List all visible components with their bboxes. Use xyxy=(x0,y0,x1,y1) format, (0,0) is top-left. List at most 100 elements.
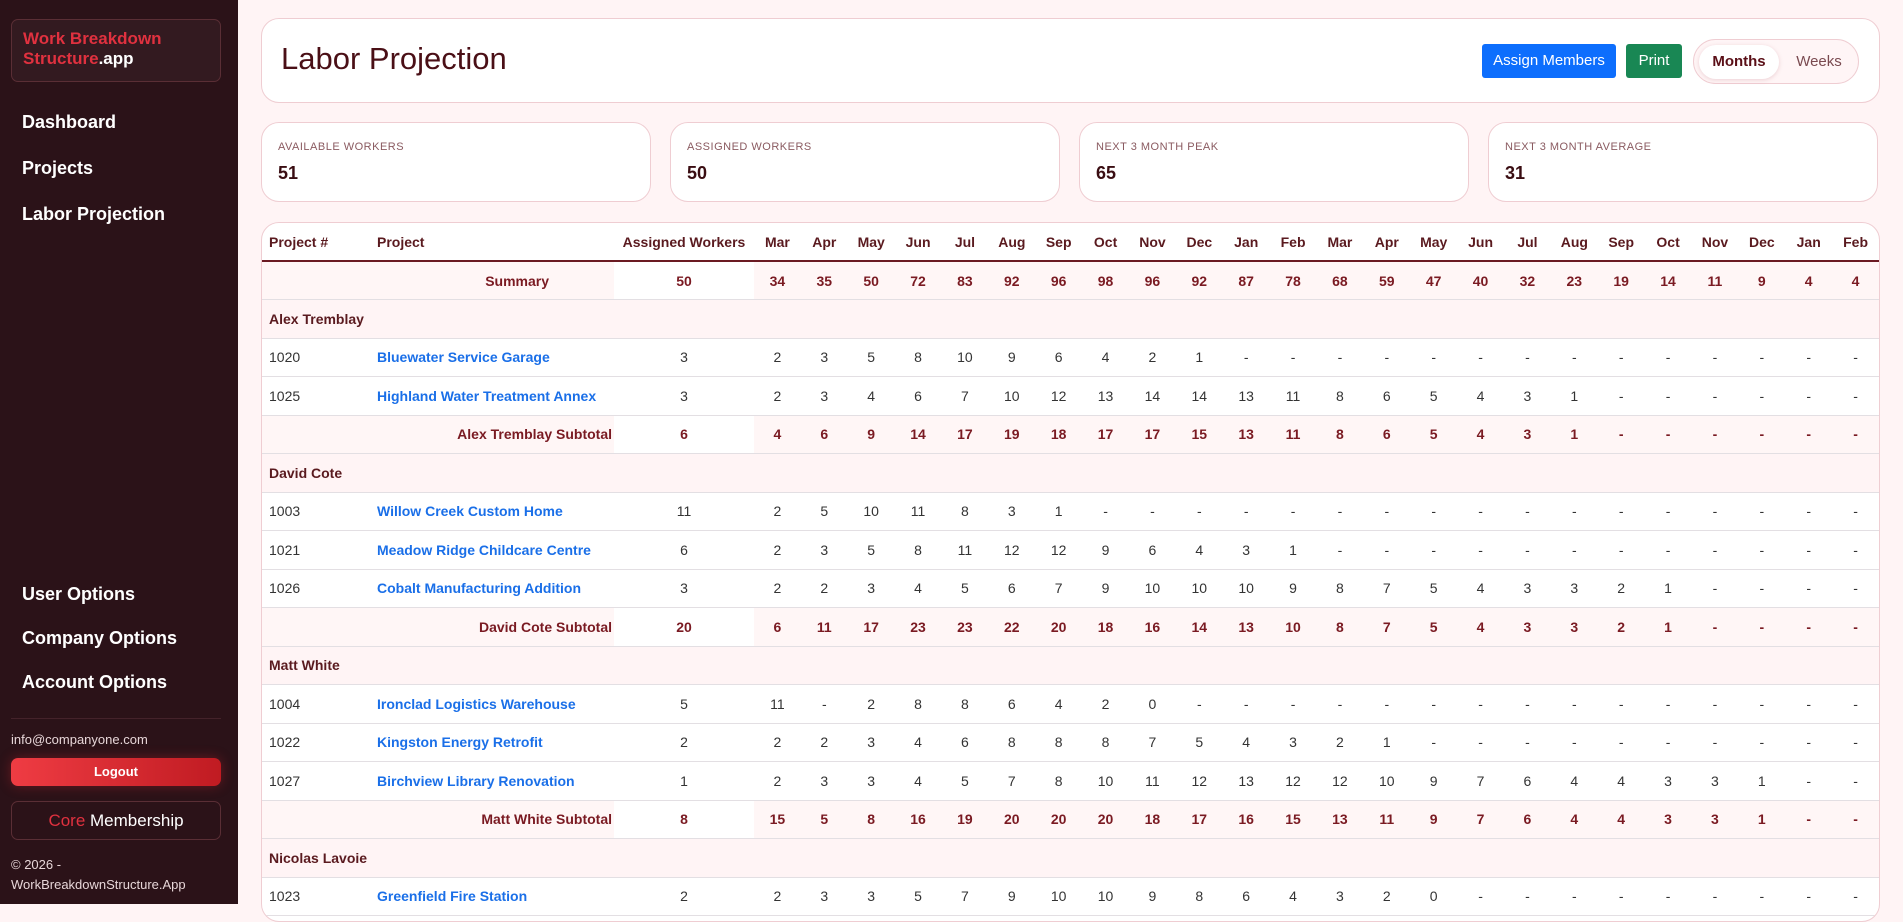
month-value: - xyxy=(1644,877,1692,916)
month-value: 8 xyxy=(1175,877,1223,916)
month-total: - xyxy=(1691,415,1739,454)
month-total: 96 xyxy=(1129,261,1176,300)
nav-user-options[interactable]: User Options xyxy=(22,584,136,604)
month-total: 4 xyxy=(1785,261,1833,300)
month-total: 32 xyxy=(1504,261,1551,300)
project-link[interactable]: Cobalt Manufacturing Addition xyxy=(370,569,614,608)
month-total: 50 xyxy=(847,261,895,300)
stat-card: NEXT 3 MONTH AVERAGE 31 xyxy=(1488,122,1878,202)
month-value: 2 xyxy=(754,569,801,608)
month-value: - xyxy=(1738,492,1786,531)
month-value: - xyxy=(1175,492,1223,531)
month-value: 8 xyxy=(941,492,989,531)
membership-button[interactable]: Core Membership xyxy=(11,801,221,840)
month-header: Oct xyxy=(1082,223,1129,262)
assigned-workers: 2 xyxy=(614,723,754,762)
month-value: - xyxy=(1504,877,1551,916)
assign-members-button[interactable]: Assign Members xyxy=(1482,44,1616,78)
project-link[interactable]: Kingston Energy Retrofit xyxy=(370,723,614,762)
month-value: 7 xyxy=(1035,569,1083,608)
month-value: - xyxy=(1832,530,1879,570)
project-row: 1020 Bluewater Service Garage 3 2 3 5 8 10 9 6 4 2 1… xyxy=(262,338,1879,377)
month-value: - xyxy=(1175,684,1223,724)
assigned-total: 50 xyxy=(614,261,754,300)
project-link[interactable]: Birchview Library Renovation xyxy=(370,761,614,801)
month-value: 2 xyxy=(800,723,848,762)
month-value: 9 xyxy=(988,338,1036,377)
month-total: 6 xyxy=(754,607,801,647)
month-value: - xyxy=(1832,877,1879,916)
column-header[interactable]: Project # xyxy=(262,223,370,262)
project-link[interactable]: Bluewater Service Garage xyxy=(370,338,614,377)
month-value: 5 xyxy=(1410,376,1458,416)
project-number: 1026 xyxy=(262,569,370,608)
month-value: 4 xyxy=(894,569,942,608)
logout-button[interactable]: Logout xyxy=(11,758,221,786)
project-row: 1026 Cobalt Manufacturing Addition 3 2 2 3 4 5 6… xyxy=(262,569,1879,608)
month-value: - xyxy=(1691,492,1739,531)
group-name: Nicolas Lavoie xyxy=(262,838,1879,878)
column-header[interactable]: Project xyxy=(370,223,614,262)
month-total: - xyxy=(1785,607,1833,647)
month-total: - xyxy=(1691,607,1739,647)
month-value: 3 xyxy=(1691,761,1739,801)
month-value: - xyxy=(1550,684,1598,724)
month-total: 17 xyxy=(1082,415,1129,454)
assigned-workers: 6 xyxy=(614,530,754,570)
nav-account-options[interactable]: Account Options xyxy=(22,672,167,692)
month-total: 9 xyxy=(1410,800,1458,839)
month-value: - xyxy=(1832,723,1879,762)
month-total: 40 xyxy=(1457,261,1504,300)
nav-dashboard[interactable]: Dashboard xyxy=(22,112,117,132)
month-value: - xyxy=(1269,684,1317,724)
assigned-total: 6 xyxy=(614,415,754,454)
month-value: 11 xyxy=(1129,761,1176,801)
project-number: 1025 xyxy=(262,376,370,416)
project-link[interactable]: Highland Water Treatment Annex xyxy=(370,376,614,416)
month-total: 3 xyxy=(1691,800,1739,839)
month-total: 8 xyxy=(1316,415,1364,454)
month-value: - xyxy=(1644,530,1692,570)
month-value: 9 xyxy=(988,877,1036,916)
month-value: 6 xyxy=(941,723,989,762)
month-value: 3 xyxy=(800,338,848,377)
month-value: - xyxy=(1504,492,1551,531)
project-link[interactable]: Willow Creek Custom Home xyxy=(370,492,614,531)
toggle-months[interactable]: Months xyxy=(1699,45,1779,79)
month-total: 17 xyxy=(847,607,895,647)
month-value: 14 xyxy=(1129,376,1176,416)
month-value: - xyxy=(1457,723,1504,762)
subtotal-row: Matt White Subtotal 8 15 5 8 16 19 20 20 20 18 17 16… xyxy=(262,800,1879,839)
nav-company-options[interactable]: Company Options xyxy=(22,628,178,648)
month-header: Jul xyxy=(941,223,989,262)
month-value: - xyxy=(1504,723,1551,762)
month-value: 2 xyxy=(847,684,895,724)
month-header: Jan xyxy=(1222,223,1270,262)
group-name: Matt White xyxy=(262,646,1879,685)
stat-value: 31 xyxy=(1505,163,1526,183)
project-link[interactable]: Meadow Ridge Childcare Centre xyxy=(370,530,614,570)
toggle-weeks[interactable]: Weeks xyxy=(1796,53,1842,70)
month-value: 8 xyxy=(894,530,942,570)
month-value: - xyxy=(1785,877,1833,916)
column-header[interactable]: Assigned Workers xyxy=(614,223,754,262)
month-value: 4 xyxy=(1457,376,1504,416)
project-link[interactable]: Ironclad Logistics Warehouse xyxy=(370,684,614,724)
month-value: 4 xyxy=(1222,723,1270,762)
month-total: 4 xyxy=(1832,261,1879,300)
month-value: - xyxy=(1785,723,1833,762)
month-total: 8 xyxy=(847,800,895,839)
brand-logo[interactable]: Work Breakdown Structure.app xyxy=(11,19,221,82)
stat-label: NEXT 3 MONTH AVERAGE xyxy=(1505,141,1652,153)
month-value: 5 xyxy=(941,761,989,801)
month-value: 11 xyxy=(754,684,801,724)
nav-labor-projection[interactable]: Labor Projection xyxy=(22,204,166,224)
nav-projects[interactable]: Projects xyxy=(22,158,94,178)
month-value: 5 xyxy=(800,492,848,531)
month-total: 14 xyxy=(894,415,942,454)
month-value: 4 xyxy=(894,761,942,801)
project-link[interactable]: Greenfield Fire Station xyxy=(370,877,614,916)
print-button[interactable]: Print xyxy=(1626,44,1682,78)
empty-cell xyxy=(262,607,370,647)
stat-card: AVAILABLE WORKERS 51 xyxy=(261,122,651,202)
